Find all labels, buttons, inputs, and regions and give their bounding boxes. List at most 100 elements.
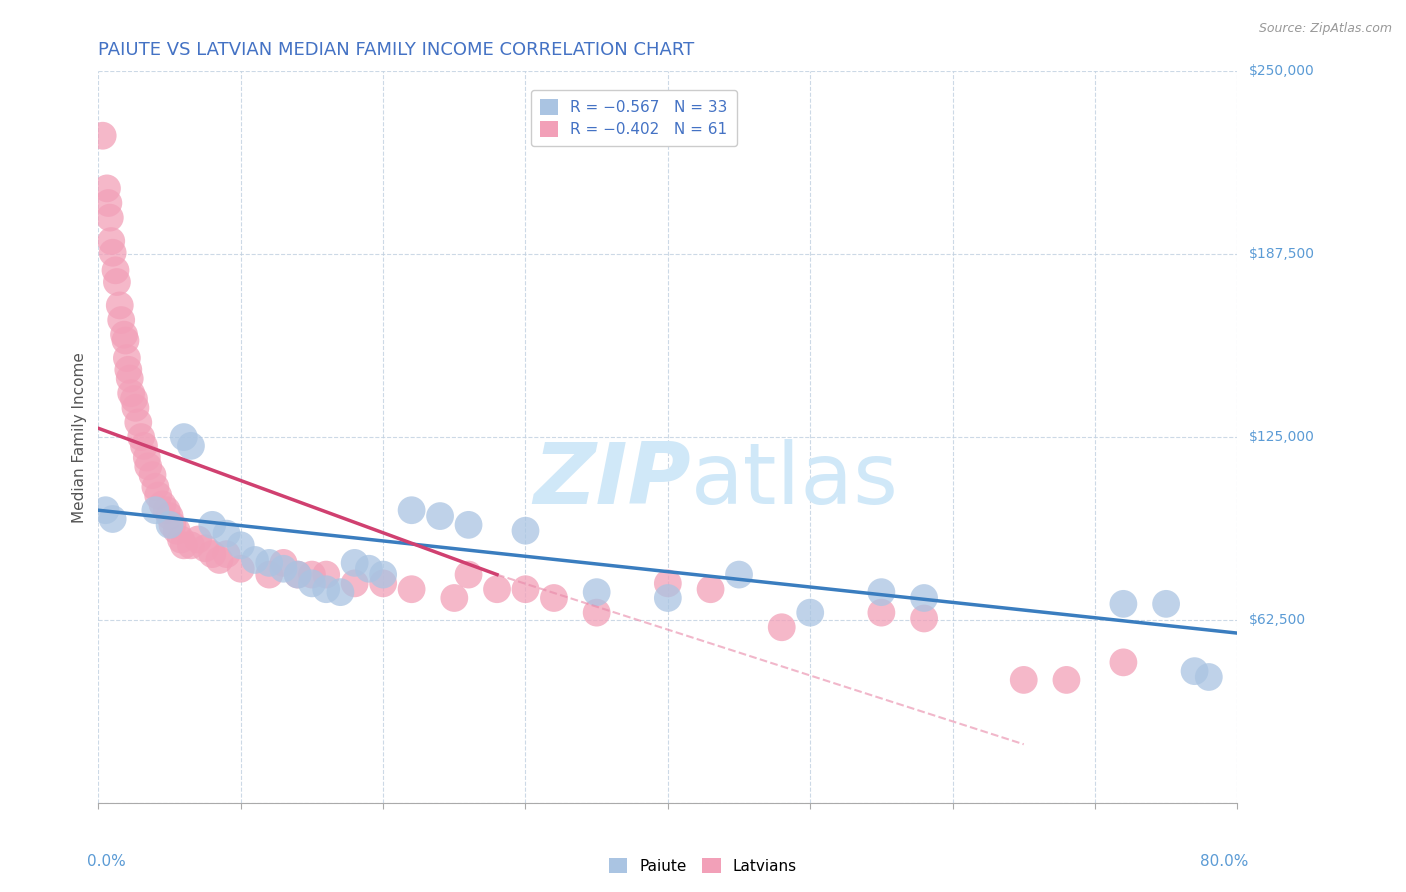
Point xyxy=(1112,597,1135,611)
Text: PAIUTE VS LATVIAN MEDIAN FAMILY INCOME CORRELATION CHART: PAIUTE VS LATVIAN MEDIAN FAMILY INCOME C… xyxy=(98,41,695,59)
Point xyxy=(105,275,128,289)
Point xyxy=(1184,664,1206,678)
Point xyxy=(156,503,179,517)
Point xyxy=(486,582,509,597)
Point xyxy=(1154,597,1177,611)
Point xyxy=(912,611,935,625)
Y-axis label: Median Family Income: Median Family Income xyxy=(72,351,87,523)
Point xyxy=(96,181,118,195)
Point xyxy=(127,416,149,430)
Point xyxy=(315,582,337,597)
Point xyxy=(194,541,217,556)
Point xyxy=(180,538,202,552)
Point xyxy=(870,585,893,599)
Point xyxy=(166,524,188,538)
Point xyxy=(101,512,124,526)
Point xyxy=(728,567,751,582)
Text: $62,500: $62,500 xyxy=(1249,613,1306,627)
Point xyxy=(543,591,565,605)
Point xyxy=(443,591,465,605)
Point xyxy=(229,538,252,552)
Point xyxy=(1112,656,1135,670)
Point xyxy=(110,313,132,327)
Point xyxy=(132,439,155,453)
Point xyxy=(201,517,224,532)
Point xyxy=(799,606,821,620)
Point xyxy=(91,128,114,143)
Point xyxy=(101,245,124,260)
Point xyxy=(585,606,607,620)
Point xyxy=(187,533,209,547)
Point xyxy=(301,576,323,591)
Point xyxy=(124,401,146,415)
Point xyxy=(287,567,309,582)
Point xyxy=(122,392,145,406)
Point xyxy=(301,567,323,582)
Point xyxy=(401,582,423,597)
Point xyxy=(135,450,157,465)
Point xyxy=(401,503,423,517)
Point xyxy=(287,567,309,582)
Point xyxy=(259,556,281,570)
Point xyxy=(315,567,337,582)
Point xyxy=(201,547,224,561)
Point xyxy=(770,620,793,634)
Point xyxy=(208,553,231,567)
Point xyxy=(136,459,159,474)
Text: $250,000: $250,000 xyxy=(1249,64,1315,78)
Point xyxy=(243,553,266,567)
Point xyxy=(699,582,721,597)
Point xyxy=(173,430,195,444)
Point xyxy=(148,489,170,503)
Point xyxy=(215,547,238,561)
Point xyxy=(159,509,181,524)
Point xyxy=(373,576,395,591)
Legend: R = −0.567   N = 33, R = −0.402   N = 61: R = −0.567 N = 33, R = −0.402 N = 61 xyxy=(530,90,737,146)
Point xyxy=(1198,670,1220,684)
Text: atlas: atlas xyxy=(690,440,898,523)
Point xyxy=(115,351,138,365)
Point xyxy=(457,567,479,582)
Point xyxy=(180,439,202,453)
Point xyxy=(373,567,395,582)
Point xyxy=(117,363,139,377)
Point xyxy=(173,538,195,552)
Text: $125,000: $125,000 xyxy=(1249,430,1315,444)
Point xyxy=(585,585,607,599)
Point xyxy=(108,298,131,312)
Point xyxy=(329,585,352,599)
Point xyxy=(912,591,935,605)
Point xyxy=(97,196,120,211)
Point xyxy=(515,582,537,597)
Point xyxy=(94,503,117,517)
Point xyxy=(145,503,167,517)
Point xyxy=(104,263,127,277)
Point xyxy=(159,517,181,532)
Point xyxy=(357,562,380,576)
Text: Source: ZipAtlas.com: Source: ZipAtlas.com xyxy=(1258,22,1392,36)
Point xyxy=(229,562,252,576)
Point xyxy=(112,327,135,342)
Point xyxy=(162,517,184,532)
Point xyxy=(870,606,893,620)
Point xyxy=(457,517,479,532)
Point xyxy=(1056,673,1078,687)
Point xyxy=(152,497,174,511)
Point xyxy=(273,556,295,570)
Point xyxy=(170,533,193,547)
Point xyxy=(114,334,136,348)
Text: ZIP: ZIP xyxy=(533,440,690,523)
Text: $187,500: $187,500 xyxy=(1249,247,1315,261)
Point xyxy=(129,430,152,444)
Point xyxy=(343,576,366,591)
Point xyxy=(98,211,121,225)
Point xyxy=(657,576,679,591)
Text: 0.0%: 0.0% xyxy=(87,854,125,869)
Point xyxy=(343,556,366,570)
Point xyxy=(145,480,167,494)
Text: 80.0%: 80.0% xyxy=(1201,854,1249,869)
Legend: Paiute, Latvians: Paiute, Latvians xyxy=(603,852,803,880)
Point xyxy=(515,524,537,538)
Point xyxy=(657,591,679,605)
Point xyxy=(273,562,295,576)
